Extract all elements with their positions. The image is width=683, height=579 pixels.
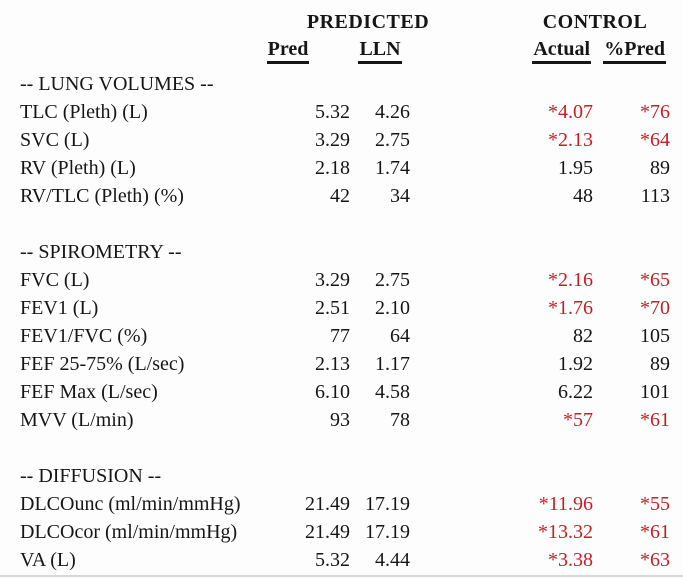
actual-value: *3.38 — [548, 548, 594, 571]
lln-value: 64 — [390, 324, 411, 347]
lln-value: 4.58 — [375, 380, 411, 403]
pred-value: 42 — [330, 184, 350, 207]
pred-value: 2.13 — [315, 352, 350, 375]
table-row: DLCOcor (ml/min/mmHg) 21.49 17.19 *13.32… — [0, 518, 670, 546]
pred-value: 3.29 — [315, 128, 350, 151]
table-row: TLC (Pleth) (L) 5.32 4.26 *4.07 *76 — [0, 98, 670, 126]
table-row: RV/TLC (Pleth) (%) 42 34 48 113 — [0, 182, 670, 210]
section-spacer-row — [0, 434, 670, 462]
pctpred-value: 113 — [640, 184, 671, 207]
pred-column-header: Pred — [266, 38, 310, 64]
pred-value: 5.32 — [315, 100, 350, 123]
section-header-row: -- LUNG VOLUMES -- — [0, 70, 670, 98]
lln-value: 4.26 — [375, 100, 411, 123]
test-name-label: MVV (L/min) — [20, 408, 134, 431]
header-spacer-cell — [0, 8, 250, 36]
pred-value: 21.49 — [305, 492, 350, 515]
actual-value: *57 — [563, 408, 594, 431]
actual-value: *13.32 — [538, 520, 594, 543]
pft-results-table: PREDICTED CONTROL Pred LLN Actual %Pr — [0, 8, 670, 574]
actual-value: 1.95 — [558, 156, 594, 179]
pctpred-value: *61 — [640, 520, 671, 543]
test-name-label: FEF Max (L/sec) — [20, 380, 158, 403]
actual-value: *2.13 — [548, 128, 594, 151]
test-name-label: VA (L) — [20, 548, 76, 571]
test-name-label: SVC (L) — [20, 128, 90, 151]
lln-value: 78 — [390, 408, 411, 431]
pctpred-value: *63 — [640, 548, 671, 571]
table-row: SVC (L) 3.29 2.75 *2.13 *64 — [0, 126, 670, 154]
actual-value: 48 — [573, 184, 594, 207]
section-header-row: -- SPIROMETRY -- — [0, 238, 670, 266]
lln-value: 2.10 — [375, 296, 411, 319]
table-row: RV (Pleth) (L) 2.18 1.74 1.95 89 — [0, 154, 670, 182]
section-spacer-row — [0, 210, 670, 238]
test-name-label: TLC (Pleth) (L) — [20, 100, 148, 123]
actual-value: *1.76 — [548, 296, 594, 319]
test-name-label: RV/TLC (Pleth) (%) — [20, 184, 184, 207]
lln-value: 1.74 — [375, 156, 411, 179]
test-name-label: FEF 25-75% (L/sec) — [20, 352, 185, 375]
actual-column-header: Actual — [532, 38, 592, 64]
table-row: FEV1/FVC (%) 77 64 82 105 — [0, 322, 670, 350]
pctpred-value: *64 — [640, 128, 671, 151]
pred-value: 77 — [330, 324, 350, 347]
table-row: MVV (L/min) 93 78 *57 *61 — [0, 406, 670, 434]
table-row: FEV1 (L) 2.51 2.10 *1.76 *70 — [0, 294, 670, 322]
group-header-row: PREDICTED CONTROL — [0, 8, 670, 36]
test-name-label: FVC (L) — [20, 268, 90, 291]
pctpred-value: 89 — [650, 156, 671, 179]
lln-value: 4.44 — [375, 548, 411, 571]
test-name-label: DLCOunc (ml/min/mmHg) — [20, 492, 241, 515]
lln-value: 2.75 — [375, 268, 411, 291]
pctpred-value: *76 — [640, 100, 671, 123]
actual-value: 6.22 — [558, 380, 594, 403]
pctpred-column-header: %Pred — [603, 38, 667, 64]
lln-value: 1.17 — [375, 352, 411, 375]
lln-column-header: LLN — [358, 38, 402, 64]
test-name-label: FEV1 (L) — [20, 296, 99, 319]
pred-value: 93 — [330, 408, 350, 431]
pred-value: 2.18 — [315, 156, 350, 179]
pred-value: 21.49 — [305, 520, 350, 543]
table-row: VA (L) 5.32 4.44 *3.38 *63 — [0, 546, 670, 574]
control-group-header: CONTROL — [542, 10, 648, 33]
actual-value: 1.92 — [558, 352, 594, 375]
pred-value: 6.10 — [315, 380, 350, 403]
pctpred-value: *55 — [640, 492, 671, 515]
section-title: -- LUNG VOLUMES -- — [20, 72, 214, 95]
bottom-rule-divider — [0, 575, 683, 577]
actual-value: *11.96 — [538, 492, 594, 515]
lln-value: 34 — [390, 184, 411, 207]
pctpred-value: 89 — [650, 352, 671, 375]
test-name-label: RV (Pleth) (L) — [20, 156, 136, 179]
header-spacer-cell — [0, 36, 250, 70]
pctpred-value: 105 — [640, 324, 671, 347]
section-title: -- SPIROMETRY -- — [20, 240, 182, 263]
pred-value: 2.51 — [315, 296, 350, 319]
lln-value: 17.19 — [365, 492, 411, 515]
column-header-row: Pred LLN Actual %Pred — [0, 36, 670, 70]
table-row: DLCOunc (ml/min/mmHg) 21.49 17.19 *11.96… — [0, 490, 670, 518]
predicted-group-header: PREDICTED — [306, 10, 430, 33]
pctpred-value: *65 — [640, 268, 671, 291]
pctpred-value: *61 — [640, 408, 671, 431]
table-row: FVC (L) 3.29 2.75 *2.16 *65 — [0, 266, 670, 294]
pred-value: 3.29 — [315, 268, 350, 291]
actual-value: *2.16 — [548, 268, 594, 291]
test-name-label: FEV1/FVC (%) — [20, 324, 148, 347]
test-name-label: DLCOcor (ml/min/mmHg) — [20, 520, 238, 543]
lln-value: 17.19 — [365, 520, 411, 543]
section-title: -- DIFFUSION -- — [20, 464, 162, 487]
pctpred-value: 101 — [640, 380, 671, 403]
pred-value: 5.32 — [315, 548, 350, 571]
actual-value: *4.07 — [548, 100, 594, 123]
table-row: FEF Max (L/sec) 6.10 4.58 6.22 101 — [0, 378, 670, 406]
lln-value: 2.75 — [375, 128, 411, 151]
table-row: FEF 25-75% (L/sec) 2.13 1.17 1.92 89 — [0, 350, 670, 378]
actual-value: 82 — [573, 324, 594, 347]
pctpred-value: *70 — [640, 296, 671, 319]
section-header-row: -- DIFFUSION -- — [0, 462, 670, 490]
